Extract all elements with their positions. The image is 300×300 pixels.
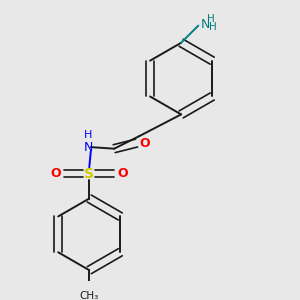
Text: H: H [84, 130, 92, 140]
Text: S: S [84, 167, 94, 181]
Text: N: N [84, 141, 93, 154]
Text: N: N [201, 18, 210, 31]
Text: O: O [51, 167, 61, 180]
Text: H: H [209, 22, 217, 32]
Text: O: O [117, 167, 128, 180]
Text: O: O [140, 136, 150, 150]
Text: H: H [207, 14, 215, 24]
Text: CH₃: CH₃ [80, 291, 99, 300]
